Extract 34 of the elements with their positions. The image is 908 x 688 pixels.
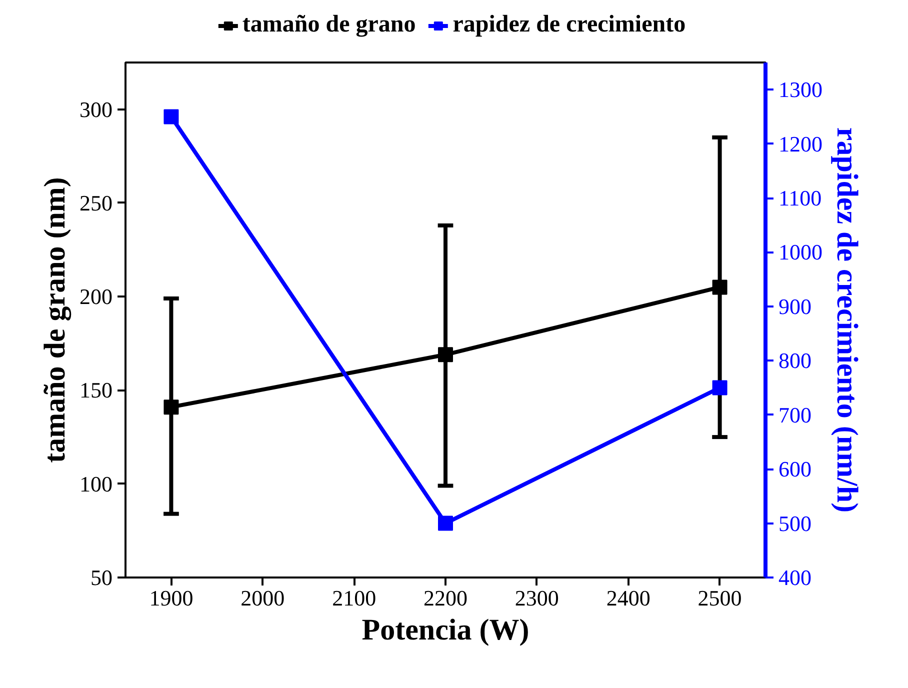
x-axis-title: Potencia (W) xyxy=(362,614,530,646)
y2-tick-label: 800 xyxy=(778,348,812,374)
point xyxy=(712,280,728,295)
y2-tick-label: 1100 xyxy=(778,186,822,211)
y2-tick-label: 600 xyxy=(778,456,812,482)
x-tick-label: 2400 xyxy=(606,586,650,610)
y-tick-label: 200 xyxy=(80,284,112,310)
y2-tick-label: 1000 xyxy=(778,240,822,265)
y2-tick-label: 1300 xyxy=(778,77,822,102)
y2-tick-label: 900 xyxy=(778,294,812,319)
y2-tick-label: 1200 xyxy=(778,131,822,156)
legend-label: tamaño de grano xyxy=(242,12,416,38)
y2-tick-label: 700 xyxy=(778,402,812,428)
x-tick-label: 2000 xyxy=(240,586,285,610)
y-tick-label: 50 xyxy=(90,565,112,590)
y-tick-label: 100 xyxy=(80,471,112,496)
point xyxy=(438,516,453,531)
point xyxy=(164,400,179,415)
x-tick-label: 2500 xyxy=(698,586,742,610)
x-tick-label: 1900 xyxy=(149,586,194,610)
x-tick-label: 2100 xyxy=(332,586,376,610)
y2-tick-label: 400 xyxy=(778,565,812,590)
point xyxy=(164,109,179,124)
y2-axis-title: rapidez de crecimiento (nm/h) xyxy=(830,127,864,513)
legend-label: rapidez de crecimiento xyxy=(452,12,686,38)
x-tick-label: 2300 xyxy=(514,586,559,610)
y-tick-label: 300 xyxy=(80,96,112,122)
y-tick-label: 150 xyxy=(80,378,112,403)
y2-tick-label: 500 xyxy=(778,510,812,536)
point xyxy=(438,347,453,362)
y-axis-title: tamaño de grano (nm) xyxy=(38,177,72,463)
y-tick-label: 250 xyxy=(80,190,112,216)
point xyxy=(712,380,728,396)
x-tick-label: 2200 xyxy=(424,586,468,610)
